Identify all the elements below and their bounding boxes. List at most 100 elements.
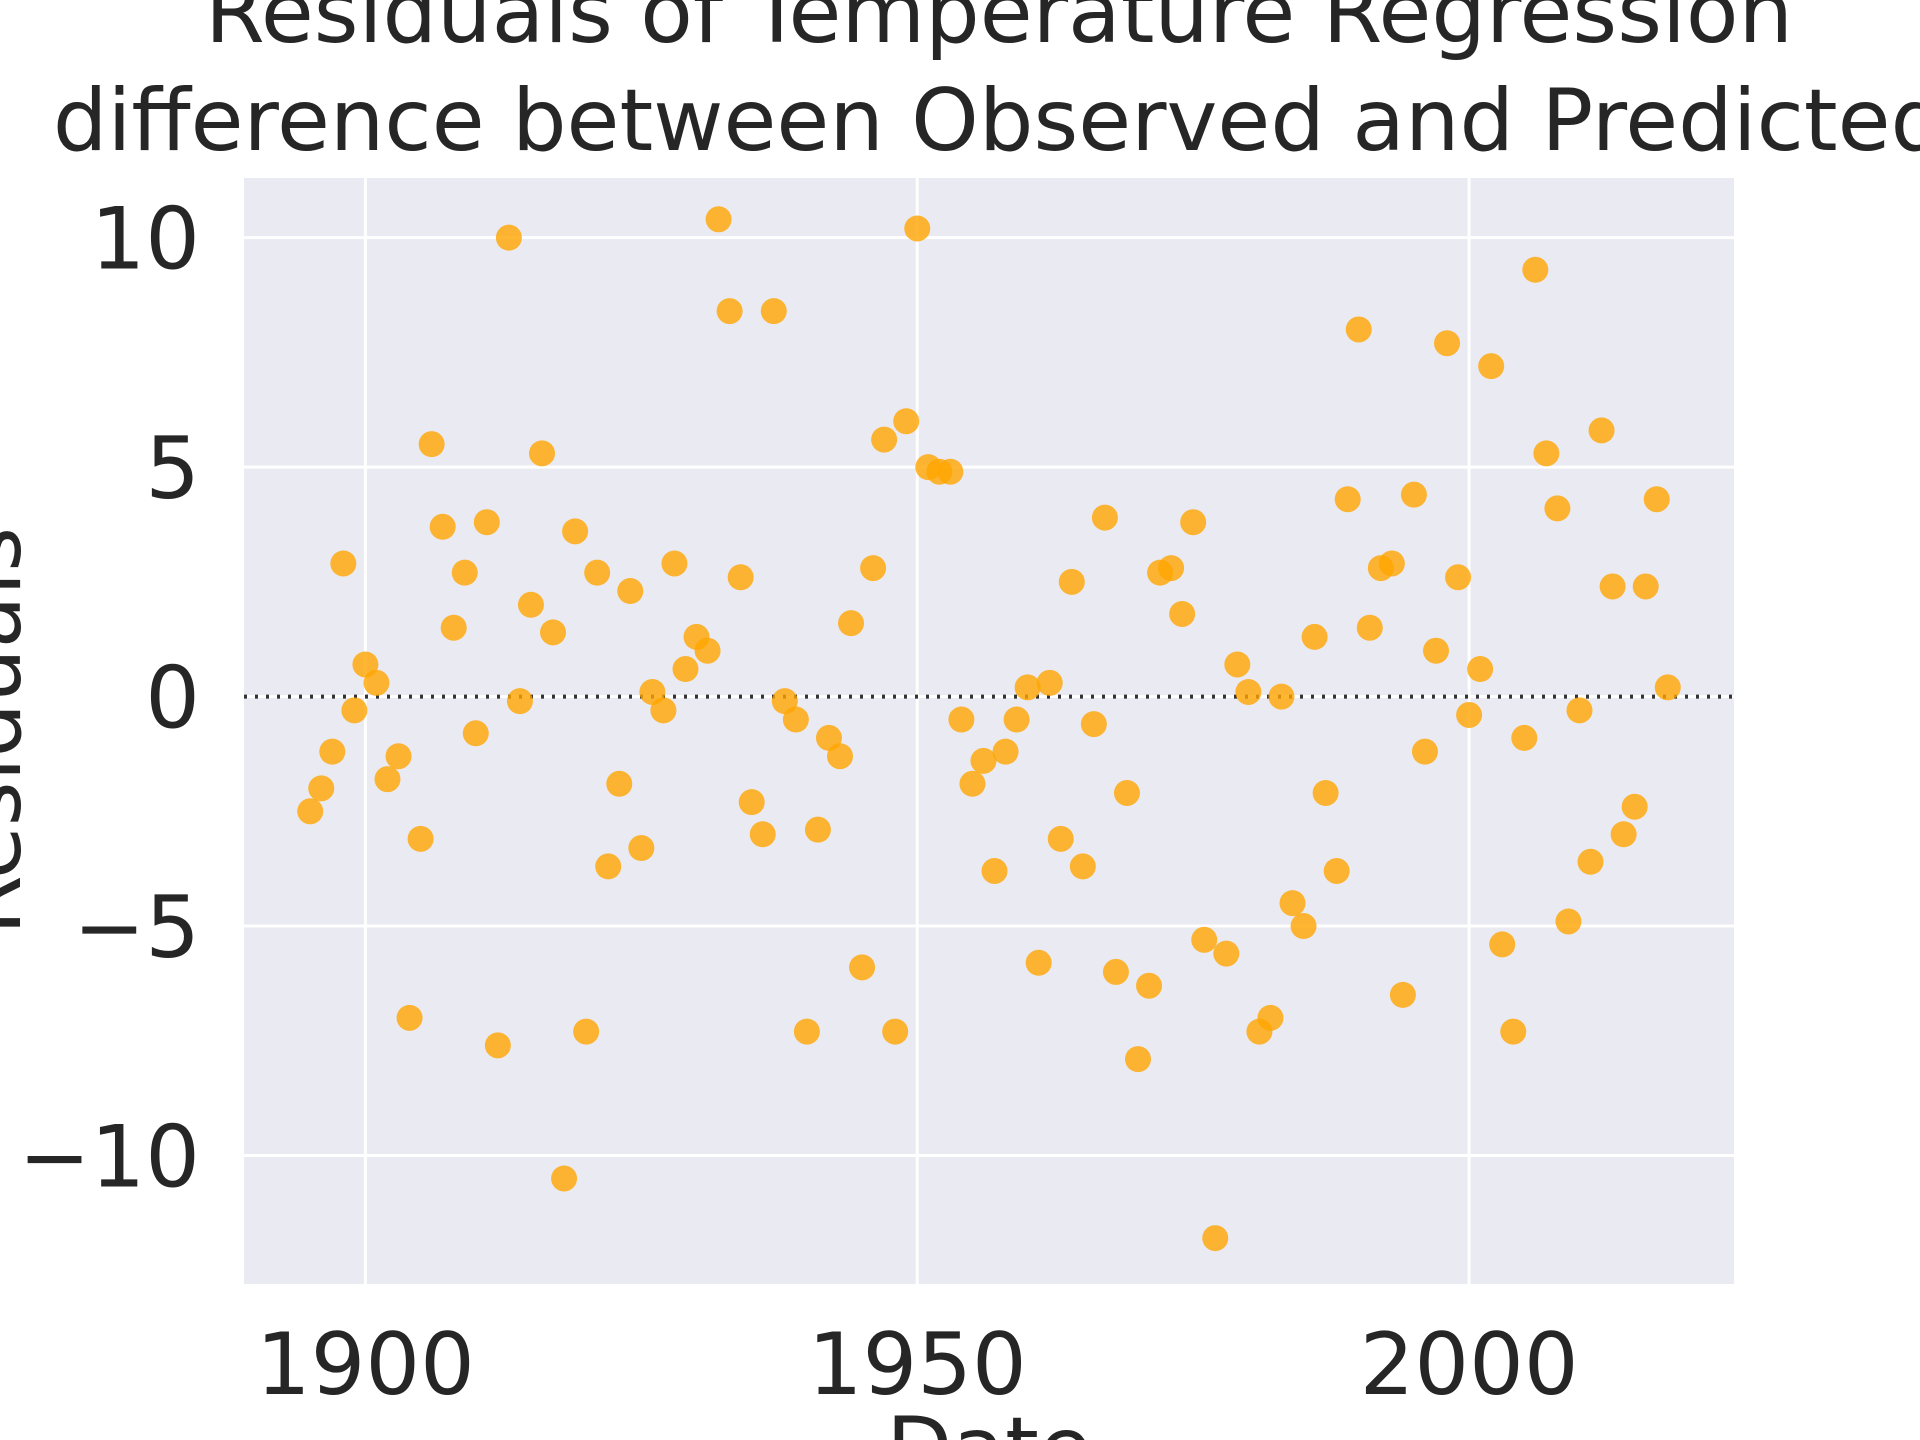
data-point (1423, 637, 1449, 664)
data-point (1643, 486, 1670, 513)
data-point (1467, 656, 1494, 683)
data-point (341, 697, 368, 724)
data-point (1279, 890, 1306, 917)
data-point (374, 766, 401, 793)
data-point (1389, 981, 1416, 1008)
data-point (705, 206, 732, 233)
data-point (1113, 779, 1140, 806)
data-point (1356, 614, 1383, 641)
data-point (838, 610, 865, 637)
data-point (1125, 1046, 1151, 1073)
data-point (506, 688, 533, 715)
data-point (1257, 1004, 1284, 1031)
data-point (1456, 701, 1483, 728)
data-point (562, 518, 589, 545)
data-point (473, 509, 500, 536)
data-point (1003, 706, 1030, 733)
data-point (628, 835, 655, 862)
y-tick-label: −5 (73, 878, 200, 978)
data-point (1400, 481, 1427, 508)
data-point (484, 1032, 511, 1059)
data-point (937, 458, 964, 485)
data-point (882, 1018, 909, 1045)
data-point (1654, 674, 1681, 701)
data-point (1588, 417, 1615, 444)
data-point (1158, 555, 1185, 582)
data-points (297, 206, 1681, 1252)
data-point (1522, 256, 1549, 283)
data-point (782, 706, 809, 733)
x-axis-label: Date (886, 1399, 1092, 1440)
data-point (904, 215, 931, 242)
data-point (1610, 821, 1637, 848)
data-point (1036, 669, 1063, 696)
data-point (396, 1004, 423, 1031)
data-point (1511, 724, 1538, 751)
data-point (495, 224, 522, 251)
data-point (1544, 495, 1571, 522)
chart-title-line-1: Residuals of Temperature Regression (205, 0, 1793, 63)
data-point (793, 1018, 820, 1045)
data-point (1345, 316, 1372, 343)
data-point (1213, 940, 1240, 967)
y-tick-label: 10 (91, 190, 200, 290)
data-point (308, 775, 335, 802)
data-point (1632, 573, 1659, 600)
data-point (860, 555, 887, 582)
data-point (1025, 949, 1052, 976)
data-point (849, 954, 876, 981)
data-point (672, 656, 699, 683)
x-tick-label: 2000 (1360, 1315, 1579, 1415)
data-point (1312, 779, 1339, 806)
data-point (584, 559, 611, 586)
data-point (385, 743, 412, 770)
data-point (1489, 931, 1516, 958)
data-point (462, 720, 489, 747)
data-point (871, 426, 898, 453)
data-point (1500, 1018, 1527, 1045)
data-point (540, 619, 567, 646)
data-point (1411, 738, 1438, 765)
data-point (1058, 568, 1085, 595)
data-point (1334, 486, 1361, 513)
data-point (650, 697, 677, 724)
data-point (1268, 683, 1295, 710)
y-tick-label: −10 (19, 1108, 201, 1208)
data-point (418, 431, 445, 458)
data-point (429, 513, 456, 540)
data-point (1478, 353, 1505, 380)
data-point (407, 825, 434, 852)
data-point (716, 298, 743, 325)
data-point (827, 743, 853, 770)
data-point (363, 669, 390, 696)
data-point (1533, 440, 1560, 467)
y-tick-labels: −10 −5 0 5 10 (19, 190, 201, 1208)
data-point (1169, 600, 1196, 627)
data-point (1202, 1225, 1229, 1252)
data-point (1290, 913, 1317, 940)
data-point (1555, 908, 1582, 935)
data-point (970, 747, 997, 774)
data-point (661, 550, 688, 577)
data-point (1235, 678, 1262, 705)
data-point (1091, 504, 1118, 531)
data-point (959, 770, 986, 797)
x-tick-label: 1950 (808, 1315, 1027, 1415)
data-point (330, 550, 357, 577)
data-point (595, 853, 622, 880)
data-point (573, 1018, 600, 1045)
data-point (1445, 564, 1472, 591)
y-tick-label: 0 (145, 649, 200, 749)
data-point (1566, 697, 1593, 724)
data-point (1136, 972, 1163, 999)
data-point (1102, 958, 1129, 985)
data-point (606, 770, 633, 797)
data-point (319, 738, 346, 765)
data-point (1224, 651, 1251, 678)
data-point (451, 559, 478, 586)
data-point (1577, 848, 1604, 875)
x-tick-label: 1900 (256, 1315, 475, 1415)
chart-title-line-2: difference between Observed and Predicte… (53, 71, 1920, 171)
data-point (1301, 623, 1328, 650)
